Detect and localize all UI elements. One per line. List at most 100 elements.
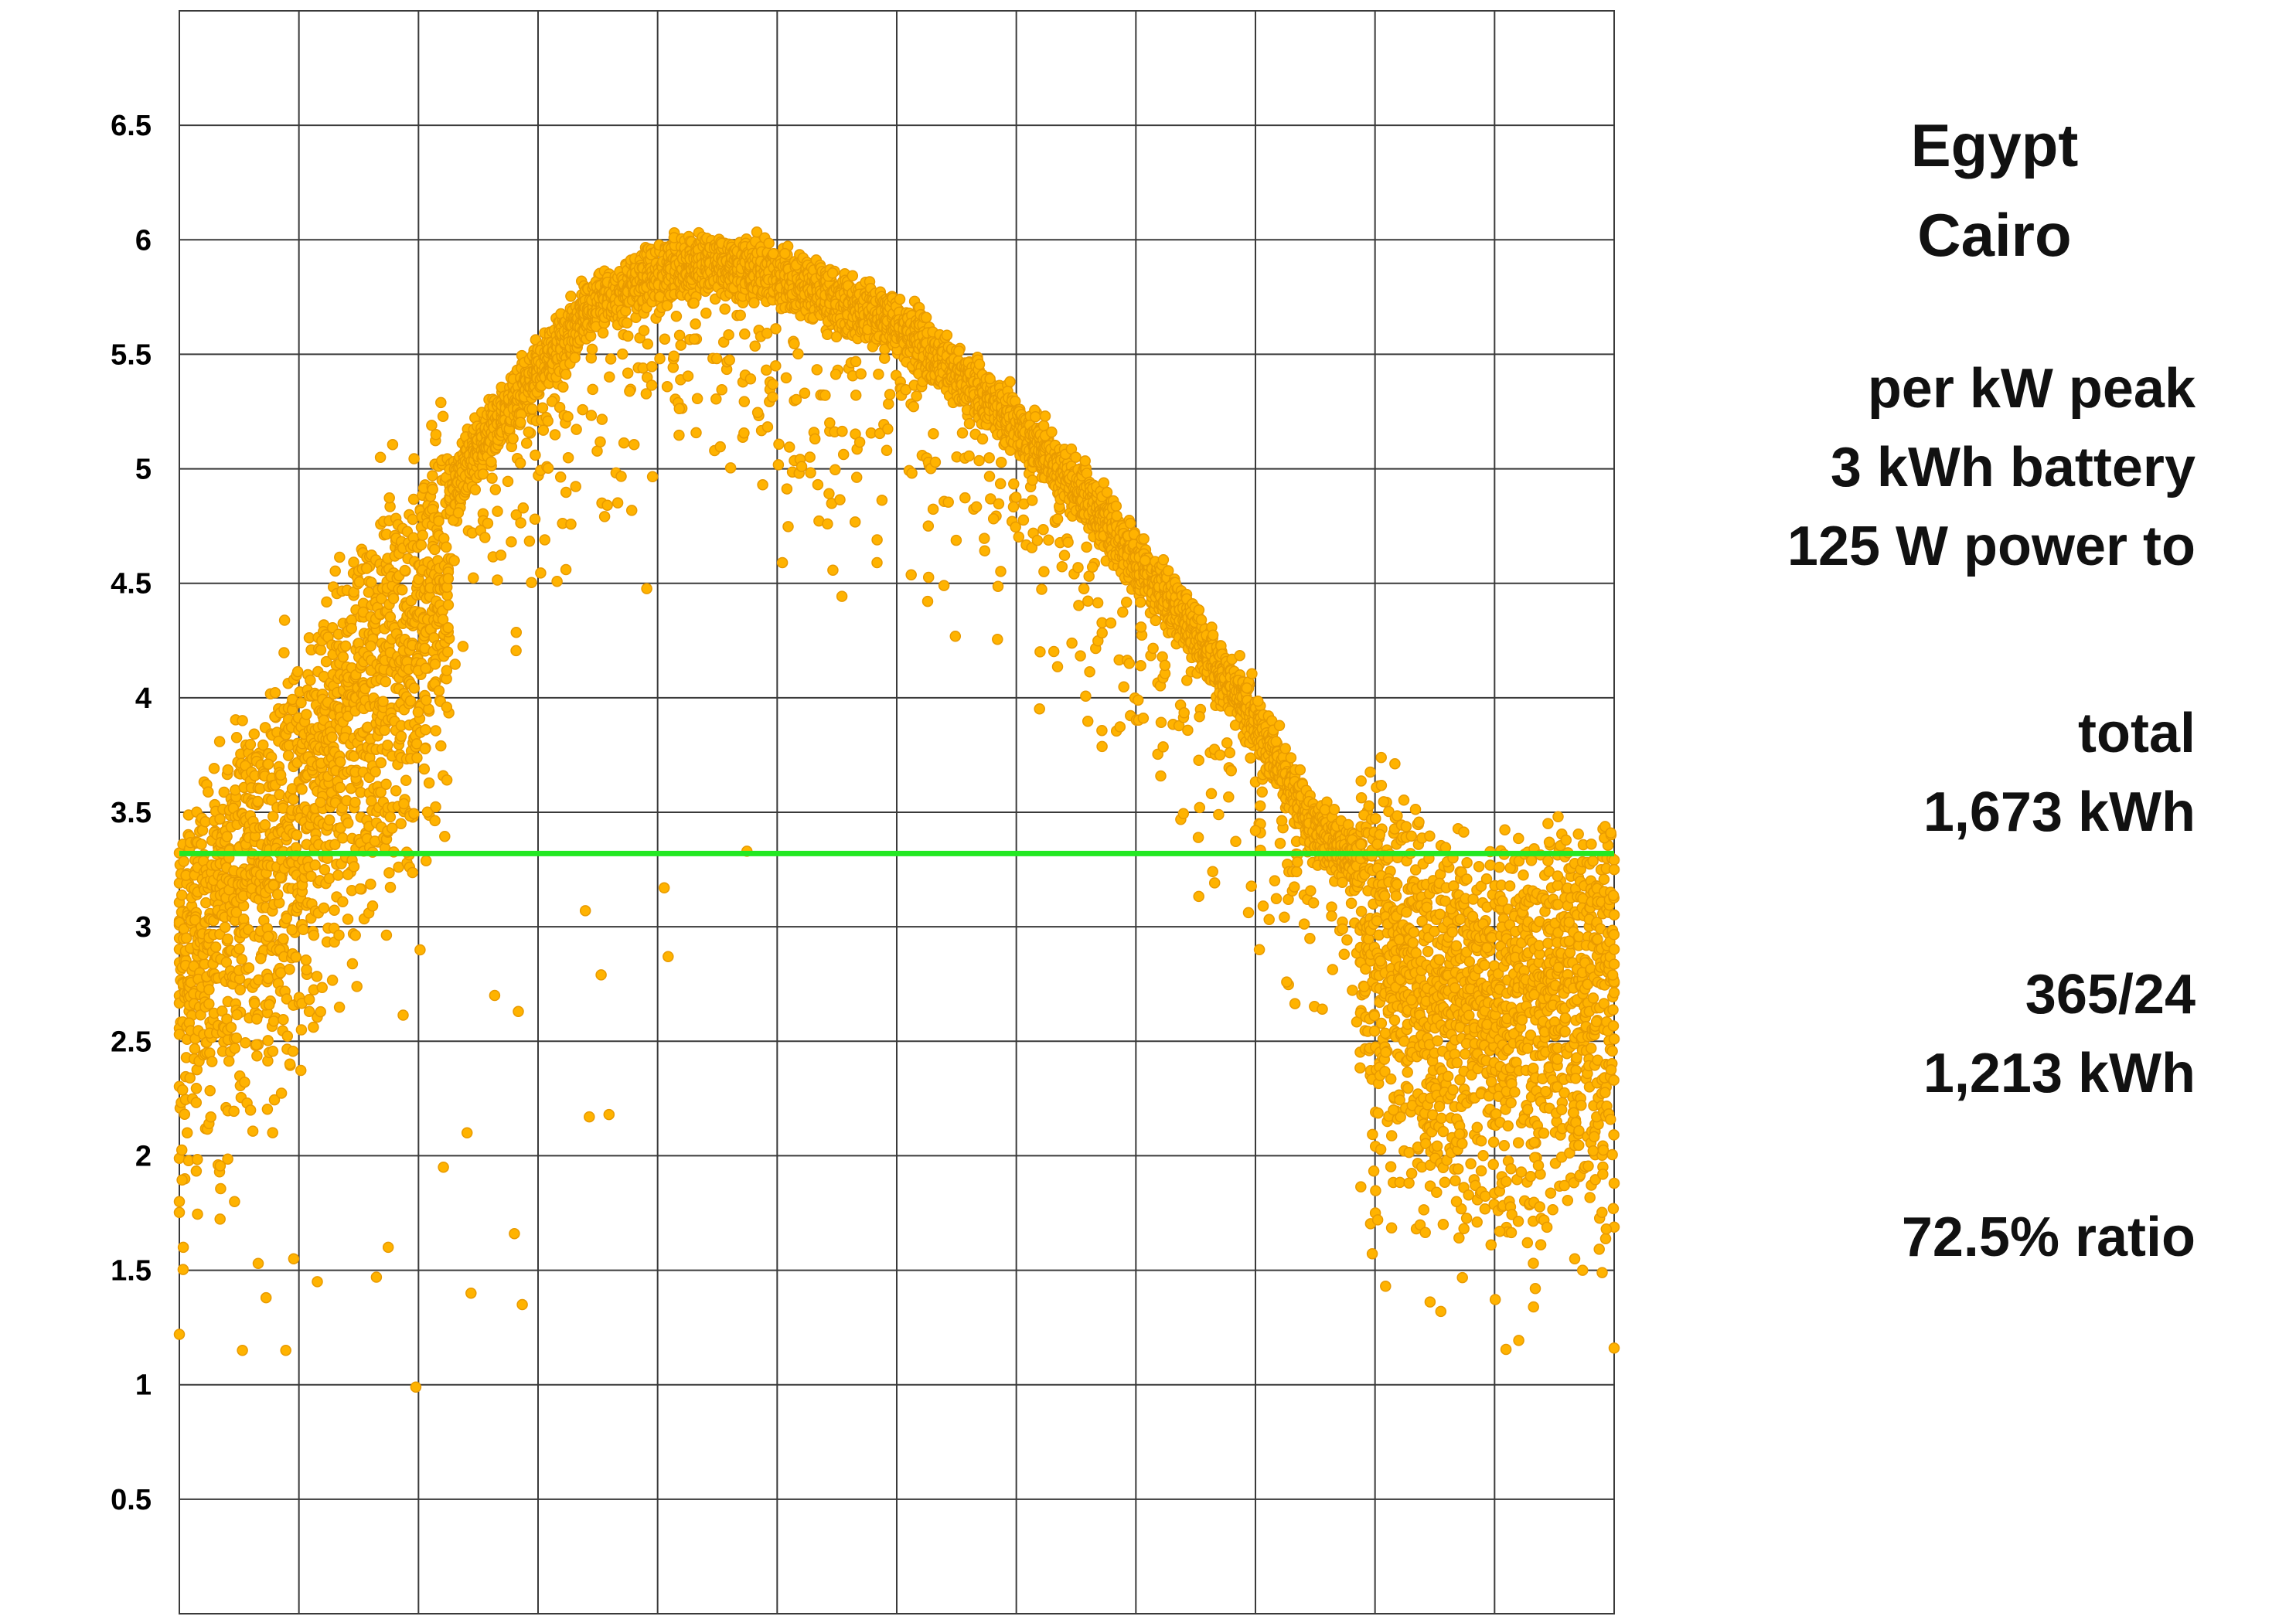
data-point <box>334 551 346 563</box>
y-tick-label: 0.5 <box>111 1484 152 1516</box>
data-point <box>537 424 550 436</box>
data-point <box>395 730 407 742</box>
data-point <box>414 944 426 956</box>
data-point <box>502 475 514 488</box>
data-point <box>941 329 953 341</box>
data-point <box>963 417 976 430</box>
data-point <box>849 516 861 528</box>
data-point <box>323 814 336 826</box>
data-point <box>441 774 453 786</box>
data-point <box>565 518 577 530</box>
data-point <box>192 1208 203 1220</box>
data-point <box>244 739 257 750</box>
y-tick-label: 1 <box>135 1370 152 1402</box>
data-point <box>274 769 287 781</box>
data-point <box>237 715 248 726</box>
data-point <box>262 931 274 942</box>
data-point <box>675 339 686 351</box>
data-point <box>435 396 447 409</box>
data-point <box>805 467 816 478</box>
data-point <box>911 390 922 402</box>
data-point <box>236 954 248 965</box>
data-point <box>190 1165 203 1177</box>
data-point <box>230 1032 243 1044</box>
data-point <box>770 360 782 372</box>
data-point <box>429 658 441 670</box>
data-point <box>772 459 785 471</box>
data-point <box>175 889 188 901</box>
data-point <box>271 889 284 900</box>
data-point <box>479 532 491 543</box>
data-point <box>507 433 519 444</box>
data-point <box>876 495 888 506</box>
data-point <box>452 507 465 519</box>
data-point <box>523 535 536 547</box>
data-point <box>346 958 359 970</box>
data-point <box>617 348 629 360</box>
data-point <box>262 758 274 771</box>
data-point <box>959 492 971 504</box>
data-point <box>346 622 357 635</box>
data-point <box>554 471 567 483</box>
data-point <box>767 391 778 403</box>
data-point <box>823 488 835 500</box>
data-point <box>437 410 449 422</box>
data-point <box>333 1001 346 1013</box>
y-tick-label: 4 <box>135 682 152 715</box>
data-point <box>822 518 833 530</box>
data-point <box>348 861 360 873</box>
data-point <box>334 756 346 767</box>
data-point <box>412 706 424 718</box>
data-point <box>380 929 393 941</box>
data-point <box>278 614 291 626</box>
data-point <box>229 1043 240 1054</box>
data-point <box>615 471 627 482</box>
data-point <box>379 724 390 737</box>
data-point <box>604 371 615 383</box>
data-point <box>586 343 598 356</box>
data-point <box>812 478 824 491</box>
data-point <box>329 904 340 916</box>
data-point <box>749 340 761 352</box>
data-point <box>510 626 523 638</box>
data-point <box>882 423 894 435</box>
data-point <box>203 786 214 798</box>
data-point <box>560 369 572 380</box>
data-point <box>248 728 261 740</box>
data-point <box>196 839 207 850</box>
data-point <box>278 1014 289 1026</box>
data-point <box>883 398 894 410</box>
data-point <box>850 356 862 368</box>
data-point <box>262 972 274 985</box>
data-point <box>789 338 800 349</box>
data-point <box>795 461 808 472</box>
data-point <box>192 1154 203 1165</box>
data-point <box>878 352 891 364</box>
data-point <box>908 400 919 413</box>
data-point <box>411 752 423 764</box>
data-point <box>440 541 452 553</box>
data-point <box>351 981 363 992</box>
data-point <box>767 379 778 390</box>
data-point <box>591 445 603 457</box>
data-point <box>206 1056 218 1067</box>
data-point <box>200 897 212 909</box>
data-point <box>884 389 896 400</box>
data-point <box>646 379 658 391</box>
data-point <box>250 1013 263 1025</box>
data-point <box>275 1087 288 1099</box>
data-point <box>247 1125 259 1137</box>
data-point <box>365 878 376 890</box>
data-point <box>316 982 328 994</box>
data-point <box>184 1072 196 1084</box>
data-point <box>673 329 686 342</box>
data-point <box>203 998 215 1010</box>
data-point <box>250 1039 262 1050</box>
data-point <box>682 370 694 382</box>
data-point <box>384 811 397 823</box>
data-point <box>259 819 271 831</box>
data-point <box>383 867 395 879</box>
data-point <box>973 359 986 370</box>
data-point <box>278 647 290 658</box>
